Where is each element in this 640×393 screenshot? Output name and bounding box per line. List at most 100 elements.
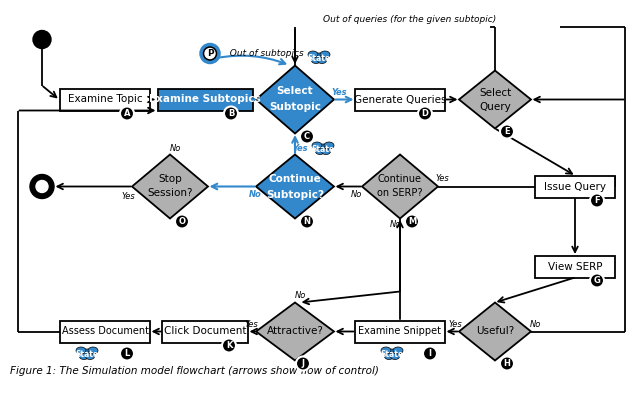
Text: Assess Document: Assess Document	[61, 327, 148, 336]
Polygon shape	[459, 70, 531, 129]
Circle shape	[418, 107, 432, 121]
Text: Useful?: Useful?	[476, 327, 514, 336]
Text: Query: Query	[479, 101, 511, 112]
Text: No: No	[350, 190, 362, 199]
Text: Session?: Session?	[147, 189, 193, 198]
Text: Attractive?: Attractive?	[267, 327, 323, 336]
Text: State: State	[307, 54, 331, 63]
Text: E: E	[504, 127, 510, 136]
Text: No: No	[294, 291, 306, 300]
Text: H: H	[504, 359, 511, 368]
Ellipse shape	[316, 144, 330, 153]
Text: Yes: Yes	[331, 88, 347, 97]
Text: I: I	[429, 349, 431, 358]
Text: Select: Select	[479, 88, 511, 97]
Polygon shape	[362, 154, 438, 219]
Text: State: State	[76, 350, 99, 359]
Text: Yes: Yes	[292, 144, 308, 153]
Circle shape	[500, 356, 514, 371]
Text: Examine Subtopics: Examine Subtopics	[149, 94, 261, 105]
Text: No: No	[170, 144, 180, 153]
Text: P: P	[207, 49, 213, 58]
Text: Out of subtopics: Out of subtopics	[224, 49, 304, 58]
Text: on SERP?: on SERP?	[377, 189, 423, 198]
Text: No: No	[389, 220, 401, 229]
Text: Subtopic?: Subtopic?	[266, 189, 324, 200]
Text: No: No	[248, 190, 261, 199]
Text: Figure 1: The Simulation model flowchart (arrows show flow of control): Figure 1: The Simulation model flowchart…	[10, 367, 379, 376]
Circle shape	[296, 356, 310, 371]
Bar	[535, 176, 615, 198]
Text: Yes: Yes	[435, 174, 449, 183]
Circle shape	[30, 174, 54, 198]
Circle shape	[590, 193, 604, 208]
Polygon shape	[256, 154, 334, 219]
Bar	[60, 88, 150, 110]
Text: Continue: Continue	[269, 173, 321, 184]
Circle shape	[300, 130, 314, 143]
Text: Generate Queries: Generate Queries	[354, 94, 446, 105]
Text: Continue: Continue	[378, 174, 422, 184]
Text: F: F	[594, 196, 600, 205]
Circle shape	[175, 215, 189, 228]
Text: Subtopic: Subtopic	[269, 103, 321, 112]
Text: Issue Query: Issue Query	[544, 182, 606, 191]
Bar	[355, 88, 445, 110]
Circle shape	[201, 44, 219, 62]
Ellipse shape	[316, 149, 324, 154]
Ellipse shape	[308, 51, 318, 58]
Text: J: J	[301, 359, 305, 368]
Text: O: O	[179, 217, 186, 226]
Circle shape	[500, 125, 514, 138]
Text: Yes: Yes	[121, 192, 135, 201]
Text: Yes: Yes	[448, 320, 462, 329]
Polygon shape	[132, 154, 208, 219]
Circle shape	[120, 347, 134, 360]
Ellipse shape	[86, 353, 95, 360]
Circle shape	[120, 107, 134, 121]
Ellipse shape	[312, 53, 326, 62]
Polygon shape	[459, 303, 531, 360]
Text: State: State	[312, 145, 335, 154]
Ellipse shape	[79, 353, 88, 360]
Circle shape	[423, 347, 437, 360]
Bar	[157, 88, 253, 110]
Text: Stop: Stop	[158, 174, 182, 184]
Circle shape	[33, 31, 51, 48]
Text: Yes: Yes	[244, 320, 258, 329]
Text: G: G	[593, 276, 600, 285]
Circle shape	[590, 274, 604, 288]
Text: Out of queries (for the given subtopic): Out of queries (for the given subtopic)	[323, 15, 497, 24]
Text: No: No	[529, 320, 541, 329]
Ellipse shape	[88, 347, 98, 354]
Bar	[60, 321, 150, 343]
Circle shape	[224, 107, 238, 121]
Text: M: M	[408, 217, 416, 226]
Circle shape	[205, 48, 215, 59]
Ellipse shape	[76, 347, 86, 354]
Text: State: State	[380, 350, 404, 359]
Ellipse shape	[324, 142, 334, 149]
Text: View SERP: View SERP	[548, 261, 602, 272]
Polygon shape	[256, 66, 334, 134]
Ellipse shape	[317, 57, 326, 64]
Ellipse shape	[312, 57, 321, 64]
Bar	[355, 321, 445, 343]
Text: A: A	[124, 109, 131, 118]
Bar	[162, 321, 248, 343]
Polygon shape	[256, 303, 334, 360]
Text: B: B	[228, 109, 234, 118]
Circle shape	[405, 215, 419, 228]
Ellipse shape	[390, 353, 399, 360]
Ellipse shape	[385, 353, 394, 360]
Circle shape	[36, 180, 48, 193]
Text: L: L	[124, 349, 130, 358]
Ellipse shape	[321, 149, 330, 154]
Text: Select: Select	[276, 86, 314, 97]
Text: K: K	[226, 341, 232, 350]
Circle shape	[222, 338, 236, 353]
Ellipse shape	[312, 142, 322, 149]
Ellipse shape	[381, 347, 391, 354]
Circle shape	[300, 215, 314, 228]
Text: C: C	[304, 132, 310, 141]
